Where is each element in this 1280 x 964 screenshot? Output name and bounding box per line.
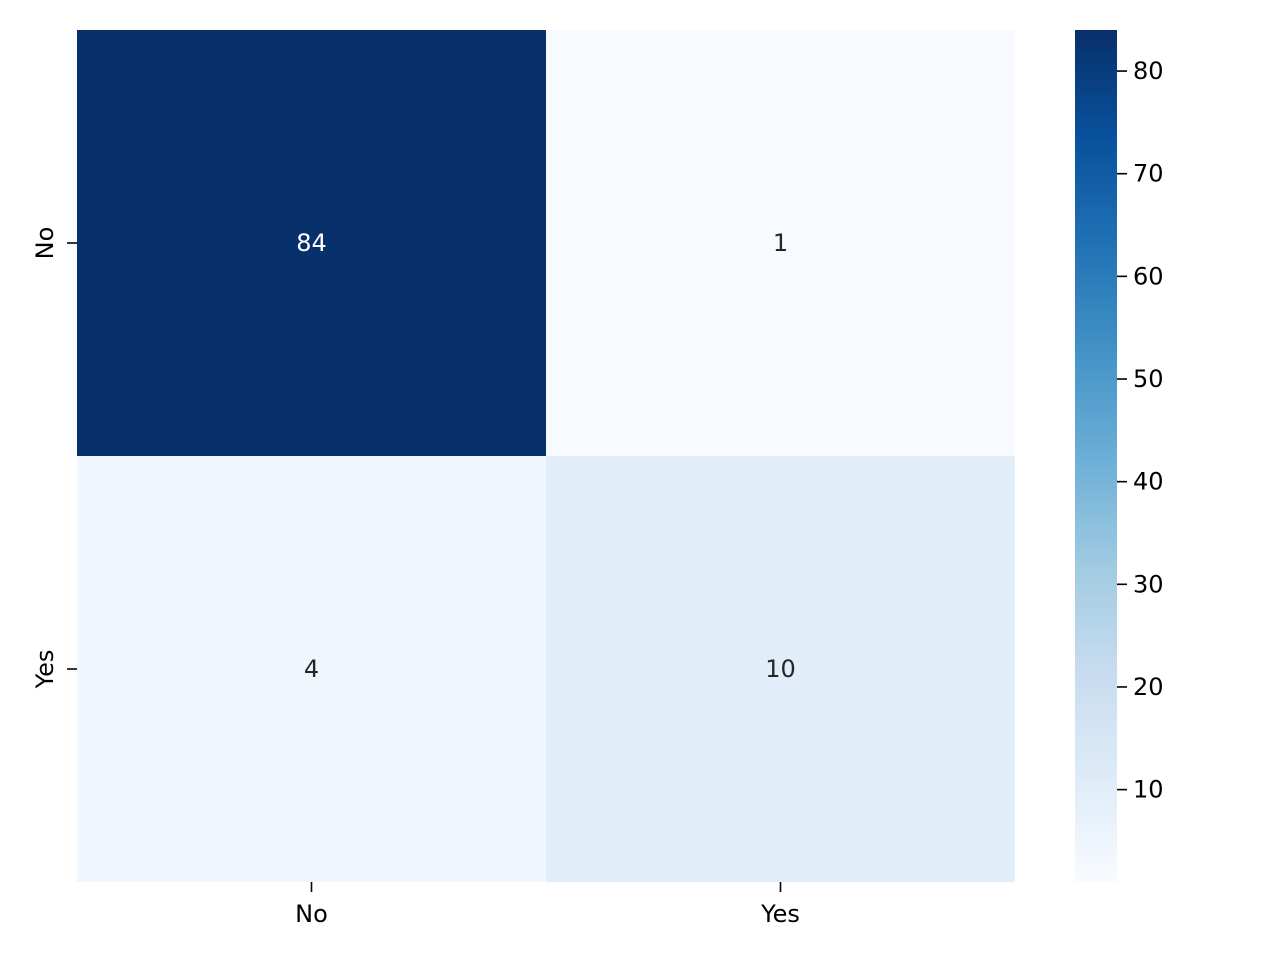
heatmap-cell-yes-yes [546, 456, 1015, 882]
colorbar-gradient-bar [1075, 30, 1117, 882]
heatmap-cell-no-no [77, 30, 546, 456]
x-tick-label: No [295, 900, 328, 928]
colorbar-tick-label: 80 [1133, 57, 1164, 85]
colorbar-tick-label: 50 [1133, 365, 1164, 393]
y-tick-label: Yes [31, 650, 59, 690]
cell-annotation: 84 [296, 229, 327, 257]
colorbar-tick-label: 30 [1133, 570, 1164, 598]
heatmap-cell-yes-no [77, 456, 546, 882]
colorbar-tick-label: 70 [1133, 160, 1164, 188]
colorbar-tick-label: 40 [1133, 468, 1164, 496]
colorbar-tick-label: 10 [1133, 776, 1164, 804]
heatmap-cells [77, 30, 1015, 882]
x-axis: No Yes [295, 882, 800, 928]
y-tick-label: No [31, 227, 59, 260]
cell-annotation: 10 [765, 655, 796, 683]
cell-annotations: 84 1 4 10 [296, 229, 796, 683]
x-tick-label: Yes [760, 900, 800, 928]
colorbar-tick-label: 20 [1133, 673, 1164, 701]
cell-annotation: 4 [304, 655, 319, 683]
heatmap-cell-no-yes [546, 30, 1015, 456]
y-axis: No Yes [31, 227, 77, 690]
colorbar-tick-label: 60 [1133, 262, 1164, 290]
colorbar: 10 20 30 40 50 60 70 80 [1075, 30, 1164, 882]
cell-annotation: 1 [773, 229, 788, 257]
